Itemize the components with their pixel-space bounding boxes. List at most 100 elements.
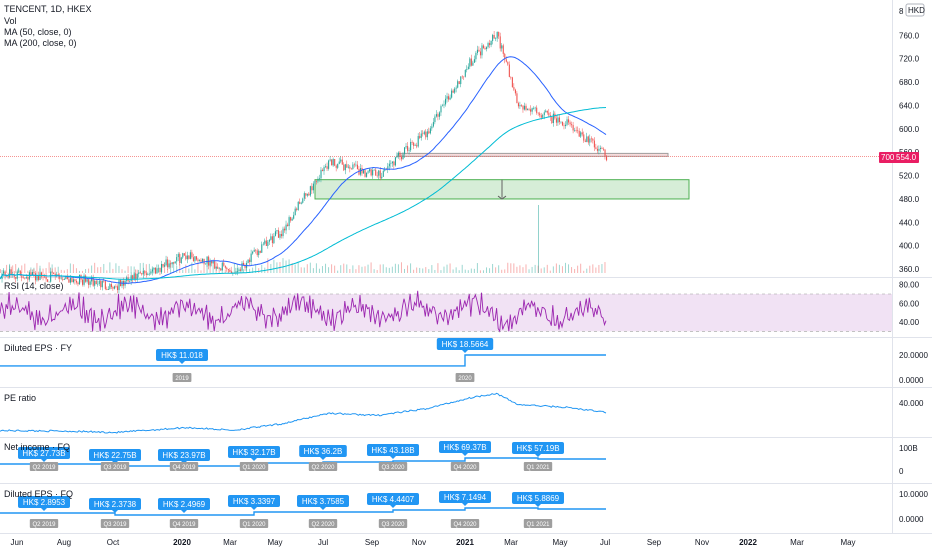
net-income-Q1 2020-period-text: Q1 2020	[242, 465, 266, 471]
candle-body	[467, 66, 469, 70]
candle-body	[156, 268, 158, 274]
eps-fq-Q3 2020-period-tag	[378, 519, 408, 528]
candle-body	[561, 121, 564, 126]
time-axis-label: Mar	[504, 538, 518, 547]
candle-body	[589, 138, 591, 143]
candle-body	[203, 258, 205, 264]
net-income-title: Net income · FQ	[4, 442, 70, 452]
candle-body	[487, 43, 489, 48]
volume-bar	[115, 263, 117, 273]
volume-bar	[486, 267, 488, 273]
net-income-Q3 2020-period-text: Q3 2020	[381, 465, 405, 471]
volume-bar	[288, 259, 290, 273]
candle-body	[282, 228, 284, 237]
candle-body	[151, 269, 153, 272]
candle-body	[404, 147, 406, 155]
net-income-series: HK$ 27.73B Q2 2019 HK$ 22.75B Q3 2019 HK$ 23…	[0, 441, 606, 471]
candle-body	[601, 147, 603, 149]
volume-bar	[233, 263, 235, 273]
volume-bar	[297, 261, 299, 273]
candle-body	[449, 97, 451, 100]
candle-body	[578, 130, 580, 137]
candle-body	[212, 261, 214, 264]
legend-vol: Vol	[4, 16, 17, 26]
candle-body	[224, 265, 226, 268]
candle-body	[305, 193, 307, 196]
volume-bar	[243, 269, 245, 273]
candle-body	[277, 230, 280, 238]
time-axis-label: May	[840, 538, 855, 547]
eps-fq-Q1 2020-period-text: Q1 2020	[242, 522, 266, 528]
candle-body	[30, 272, 32, 276]
volume-bar	[397, 264, 399, 273]
eps-fq-Q4 2019-period-text: Q4 2019	[172, 522, 196, 528]
candle-body	[448, 96, 450, 100]
candle-body	[74, 279, 76, 281]
volume-bar	[552, 266, 554, 273]
volume-bar	[328, 267, 330, 273]
candle-body	[57, 274, 59, 276]
volume-bar	[206, 262, 208, 273]
volume-bar	[431, 265, 433, 273]
candle-body	[314, 180, 316, 184]
volume-bar	[404, 268, 405, 273]
volume-bar	[473, 268, 475, 273]
eps-fy-2019-callout-pointer	[179, 360, 185, 364]
candle-body	[504, 53, 506, 60]
candle-body	[243, 262, 245, 265]
candle-body	[130, 275, 132, 282]
drawing-layer[interactable]	[0, 152, 892, 200]
candle-body	[144, 270, 146, 274]
candle-body	[229, 269, 231, 272]
candle-body	[135, 273, 137, 280]
volume-bar	[358, 265, 360, 273]
candle-body	[328, 160, 330, 169]
net-income-Q1 2021-period-tag	[523, 462, 553, 471]
candle-body	[65, 276, 67, 280]
eps-fq-Q4 2019-period-tag	[169, 519, 199, 528]
volume-bar	[425, 267, 427, 273]
volume-bar	[6, 264, 8, 273]
candlestick-series[interactable]	[1, 31, 608, 294]
candle-body	[469, 58, 471, 67]
candle-body	[353, 164, 355, 166]
price-tick: 760.0	[899, 31, 920, 40]
volume-bar	[139, 263, 141, 273]
time-axis-label: Oct	[107, 538, 120, 547]
candle-body	[558, 117, 561, 123]
volume-bar	[464, 269, 466, 273]
volume-bar	[224, 269, 226, 273]
candle-body	[271, 236, 273, 244]
price-tick: 360.0	[899, 265, 920, 274]
eps-fq-Q1 2021-callout-text: HK$ 5.8869	[517, 494, 560, 503]
volume-bar	[382, 264, 384, 273]
volume-bar	[69, 263, 71, 273]
candle-body	[253, 249, 255, 252]
candle-body	[478, 49, 480, 52]
candle-body	[475, 53, 477, 60]
eps-fq-Q4 2020-period-text: Q4 2020	[453, 522, 477, 528]
candle-body	[66, 276, 68, 280]
candle-body	[461, 76, 463, 78]
volume-bar	[470, 268, 472, 273]
currency-badge[interactable]: HKD	[905, 3, 925, 17]
volume-bar	[434, 269, 436, 273]
volume-bar	[437, 263, 439, 273]
candle-body	[165, 259, 167, 266]
candle-body	[407, 146, 409, 151]
net-income-Q4 2020-period-tag	[450, 462, 480, 471]
time-axis-label: Jun	[11, 538, 24, 547]
net-income-Q4 2019-period-text: Q4 2019	[172, 465, 196, 471]
volume-bar	[549, 270, 551, 273]
candle-body	[347, 166, 349, 168]
volume-bar	[373, 269, 375, 273]
eps-fy-line	[0, 354, 606, 367]
candle-body	[397, 152, 400, 156]
volume-bar	[273, 259, 275, 273]
time-axis-label: Nov	[412, 538, 426, 547]
candle-body	[379, 170, 381, 179]
time-axis-label: Sep	[365, 538, 380, 547]
candle-body	[334, 158, 336, 166]
volume-bar	[130, 266, 132, 273]
